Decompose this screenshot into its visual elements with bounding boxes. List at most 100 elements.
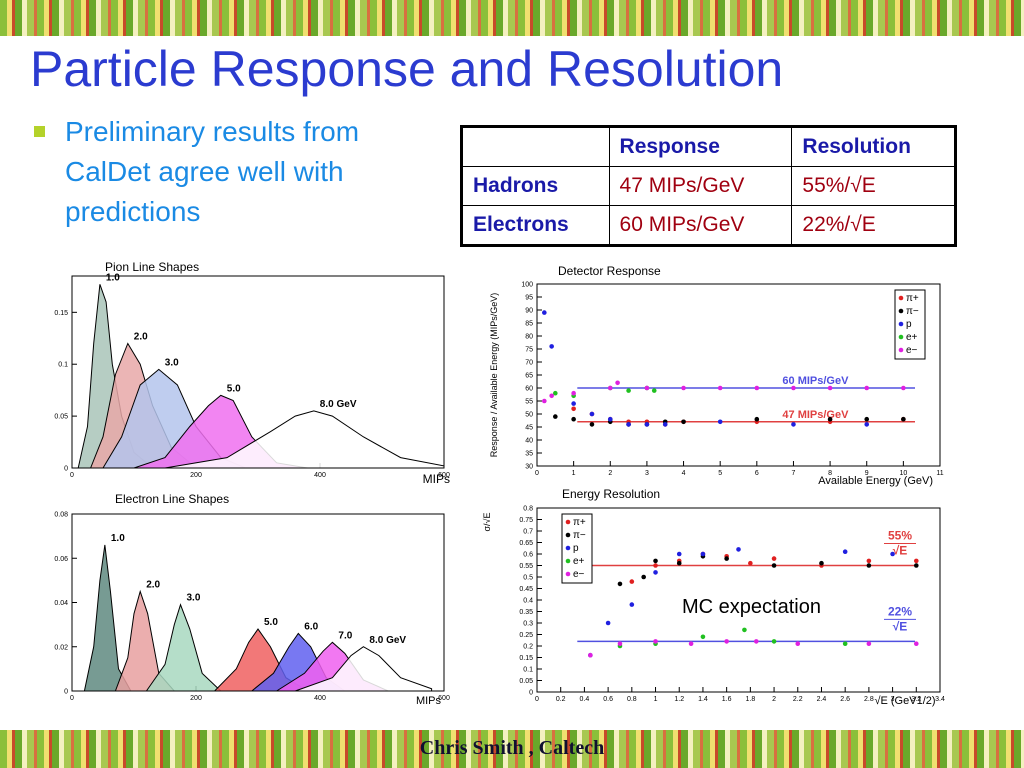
point [553,414,558,419]
x-tick-label: 4 [682,470,686,477]
reference-label: 47 MIPs/GeV [782,409,849,421]
point [736,547,741,552]
line-shape [164,410,445,469]
point [771,639,777,644]
legend-label: p [573,543,579,554]
x-tick-label: 1.6 [722,696,732,703]
legend-swatch [565,545,571,551]
series-label: 1.0 [106,272,120,283]
results-table: Response Resolution Hadrons 47 MIPs/GeV … [460,125,957,247]
legend-label: π− [906,306,919,317]
series-label: 6.0 [304,621,318,632]
plot-frame [536,507,941,693]
point [827,385,833,391]
y-tick-label: 60 [525,386,533,393]
series-label: 7.0 [338,630,352,641]
y-tick-label: 0.15 [54,310,68,317]
plot-frame [536,283,941,467]
x-tick-label: 0.4 [580,696,590,703]
x-tick-label: 2.8 [864,696,874,703]
legend-label: p [906,319,912,330]
legend-label: e+ [906,332,918,343]
bullet: Preliminary results from CalDet agree we… [34,112,434,232]
y-tick-label: 0 [64,466,68,473]
series-label: 8.0 GeV [369,635,406,646]
point [864,416,870,422]
y-tick-label: 30 [525,464,533,471]
point [571,406,576,412]
point [842,641,848,646]
y-tick-label: 0.06 [54,556,68,563]
row-label: Electrons [461,204,610,247]
x-tick-label: 3 [891,696,895,703]
point [742,627,747,633]
point [791,385,796,391]
point [653,570,658,575]
chart-title: Detector Response [558,264,661,278]
y-tick-label: 100 [521,282,533,289]
point [717,419,723,425]
x-axis-label: √E (GeV1/2) [874,695,935,707]
series-label: 3.0 [187,593,201,604]
point [724,639,729,644]
point [681,419,686,425]
x-axis-label: MIPs [423,472,450,486]
legend-swatch [565,519,571,525]
point [754,385,760,391]
point [913,563,919,568]
legend-label: π− [573,530,586,541]
column-header: Resolution [791,125,956,168]
point [653,639,658,644]
point [644,422,650,427]
point [771,556,777,561]
x-axis-label: MIPs [416,695,442,707]
legend-swatch [898,321,904,327]
y-tick-label: 45 [525,425,533,432]
legend-label: π+ [573,517,586,528]
point [913,641,919,646]
point [901,385,906,391]
x-tick-label: 3.4 [935,696,945,703]
point [651,388,657,393]
y-tick-label: 0.5 [523,575,533,582]
y-tick-label: 0.65 [519,540,533,547]
x-tick-label: 3 [645,470,649,477]
series-label: 2.0 [146,579,160,590]
x-tick-label: 1 [654,696,658,703]
point [617,581,623,587]
legend-swatch [565,558,571,564]
point [629,602,635,607]
series-label: 3.0 [165,357,179,368]
x-tick-label: 1 [572,470,576,477]
point [676,560,682,566]
point [626,388,631,393]
point [553,390,558,396]
x-tick-label: 600 [438,695,450,702]
point [605,620,611,626]
legend-label: e− [906,345,918,356]
point [571,416,576,422]
y-tick-label: 80 [525,334,533,341]
x-tick-label: 0.6 [603,696,613,703]
column-header: Response [608,125,793,168]
point [662,422,668,427]
point [626,422,631,427]
series-label: 2.0 [134,331,148,342]
legend-swatch [898,334,904,340]
chart: Pion Line Shapes MIPs 0 200 400 600 0 0.05 0.1 0.… [54,260,450,486]
y-tick-label: 0.3 [523,621,533,628]
point [700,551,706,557]
point [571,401,576,406]
point [644,385,650,391]
decor-strip [0,730,1024,768]
reference-label: 22% [888,604,912,618]
point [676,551,682,557]
x-tick-label: 0 [70,695,74,702]
point [617,641,623,646]
y-tick-label: 0.35 [519,609,533,616]
legend-label: e− [573,569,585,580]
x-tick-label: 0.8 [627,696,637,703]
point [791,422,796,427]
legend-swatch [898,347,904,353]
